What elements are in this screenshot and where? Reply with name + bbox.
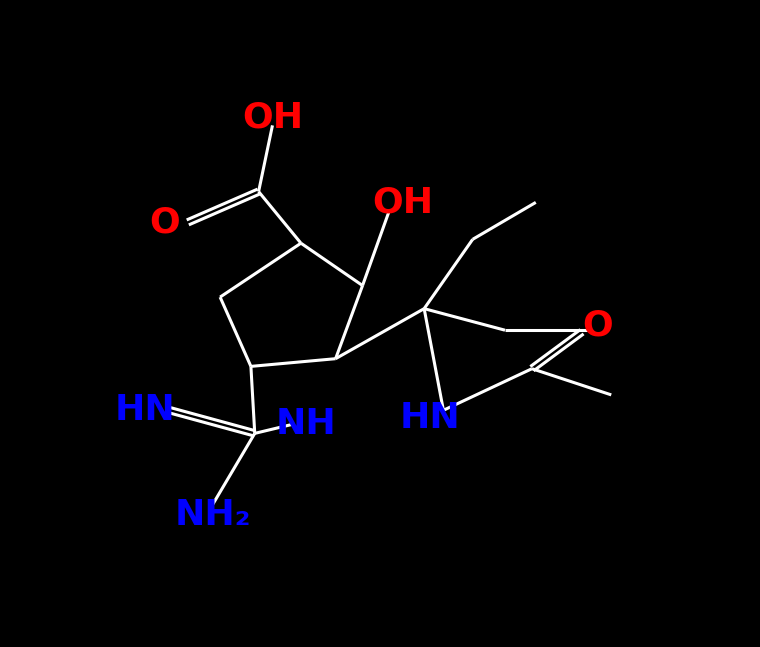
Text: NH: NH	[276, 407, 337, 441]
Text: HN: HN	[399, 401, 460, 435]
Text: OH: OH	[372, 186, 433, 219]
Text: O: O	[582, 309, 613, 342]
Text: OH: OH	[242, 101, 303, 135]
Text: HN: HN	[114, 393, 175, 427]
Text: O: O	[149, 205, 180, 239]
Text: NH₂: NH₂	[174, 498, 251, 532]
